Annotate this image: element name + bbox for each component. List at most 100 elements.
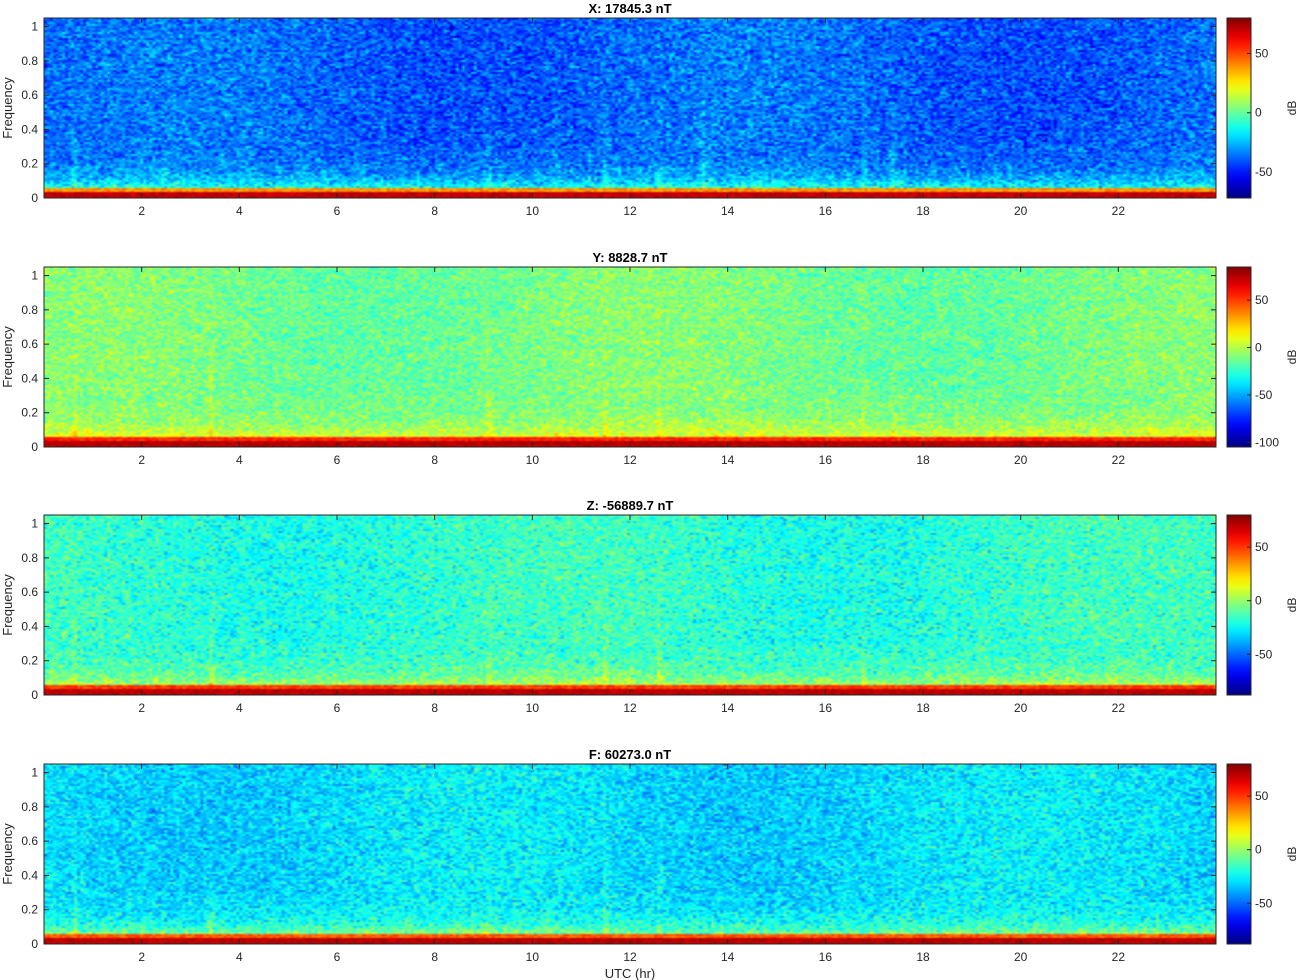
x-tick-label: 14: [721, 204, 735, 218]
colorbar-scale: [1226, 17, 1252, 199]
colorbar-tick-label: -50: [1255, 165, 1273, 179]
x-tick-label: 4: [236, 701, 243, 715]
x-tick-label: 22: [1112, 453, 1126, 467]
x-tick-label: 8: [431, 701, 438, 715]
colorbar-label: dB: [1285, 350, 1299, 365]
x-tick-label: 18: [916, 950, 930, 964]
x-tick-label: 22: [1112, 950, 1126, 964]
y-axis-label: Frequency: [0, 574, 15, 636]
colorbar: -50 0 50 dB: [1226, 514, 1299, 696]
colorbar-scale: [1226, 763, 1252, 945]
x-tick-label: 2: [138, 453, 145, 467]
colorbar-scale: [1226, 266, 1252, 448]
x-tick-label: 22: [1112, 204, 1126, 218]
x-tick-label: 22: [1112, 701, 1126, 715]
x-tick-label: 4: [236, 453, 243, 467]
x-tick-label: 16: [819, 950, 833, 964]
x-tick-label: 6: [334, 950, 341, 964]
x-tick-label: 8: [431, 204, 438, 218]
panel-4: F: 60273.0 nT2 4 6 8 10 12 14 16 18 20 2200.20.40.…: [0, 747, 1299, 980]
x-tick-label: 14: [721, 950, 735, 964]
y-tick-label: 0: [31, 937, 38, 951]
x-tick-label: 16: [819, 204, 833, 218]
colorbar-tick-label: -50: [1255, 647, 1273, 661]
plot-title: X: 17845.3 nT: [588, 1, 671, 16]
x-tick-label: 20: [1014, 204, 1028, 218]
y-tick-label: 0.8: [21, 54, 38, 68]
x-tick-label: 6: [334, 701, 341, 715]
x-tick-label: 8: [431, 950, 438, 964]
y-axis-label: Frequency: [0, 823, 15, 885]
colorbar-tick-label: 50: [1255, 789, 1269, 803]
colorbar-tick-label: -100: [1255, 435, 1279, 449]
y-tick-label: 1: [31, 20, 38, 34]
y-tick-label: 0.4: [21, 619, 38, 633]
colorbar: -100 -50 0 50 dB: [1226, 266, 1299, 449]
colorbar-label: dB: [1285, 847, 1299, 862]
x-tick-label: 16: [819, 701, 833, 715]
y-tick-label: 1: [31, 269, 38, 283]
x-tick-label: 16: [819, 453, 833, 467]
x-tick-label: 20: [1014, 950, 1028, 964]
colorbar-tick-label: 50: [1255, 293, 1269, 307]
x-tick-label: 18: [916, 701, 930, 715]
colorbar-tick-label: 50: [1255, 47, 1269, 61]
spectrogram-image: [44, 267, 1216, 447]
x-tick-label: 20: [1014, 701, 1028, 715]
spectrogram-image: [44, 18, 1216, 198]
y-axis-label: Frequency: [0, 77, 15, 139]
y-tick-label: 0.8: [21, 800, 38, 814]
x-tick-label: 10: [526, 701, 540, 715]
colorbar: -50 0 50 dB: [1226, 17, 1299, 199]
colorbar-tick-label: 0: [1255, 843, 1262, 857]
y-tick-label: 0.6: [21, 834, 38, 848]
colorbar-tick-label: -50: [1255, 896, 1273, 910]
x-tick-label: 2: [138, 204, 145, 218]
y-tick-label: 0: [31, 440, 38, 454]
y-tick-label: 1: [31, 766, 38, 780]
x-tick-label: 2: [138, 950, 145, 964]
y-tick-label: 0.6: [21, 337, 38, 351]
plot-title: Y: 8828.7 nT: [593, 250, 668, 265]
y-axis-label: Frequency: [0, 326, 15, 388]
colorbar-tick-label: -50: [1255, 388, 1273, 402]
colorbar-label: dB: [1285, 598, 1299, 613]
plot-title: Z: -56889.7 nT: [587, 498, 674, 513]
panel-2: Y: 8828.7 nT2 4 6 8 10 12 14 16 18 20 2200.20.40.6…: [0, 250, 1299, 467]
y-tick-label: 0.4: [21, 868, 38, 882]
panel-1: X: 17845.3 nT2 4 6 8 10 12 14 16 18 20 2200.20.40.…: [0, 1, 1299, 218]
colorbar: -50 0 50 dB: [1226, 763, 1299, 945]
x-tick-label: 18: [916, 453, 930, 467]
colorbar-tick-label: 0: [1255, 594, 1262, 608]
x-tick-label: 6: [334, 204, 341, 218]
x-tick-label: 2: [138, 701, 145, 715]
y-tick-label: 0.2: [21, 157, 38, 171]
plot-title: F: 60273.0 nT: [589, 747, 671, 762]
y-tick-label: 0: [31, 688, 38, 702]
y-tick-label: 0.4: [21, 122, 38, 136]
x-tick-label: 20: [1014, 453, 1028, 467]
y-tick-label: 0.8: [21, 551, 38, 565]
x-tick-label: 12: [623, 950, 637, 964]
spectrogram-image: [44, 764, 1216, 944]
colorbar-scale: [1226, 514, 1252, 696]
colorbar-tick-label: 0: [1255, 341, 1262, 355]
colorbar-label: dB: [1285, 101, 1299, 116]
x-tick-label: 10: [526, 453, 540, 467]
x-tick-label: 14: [721, 701, 735, 715]
y-tick-label: 0.2: [21, 903, 38, 917]
y-tick-label: 0: [31, 191, 38, 205]
y-tick-label: 0.2: [21, 654, 38, 668]
x-tick-label: 4: [236, 204, 243, 218]
y-tick-label: 0.2: [21, 406, 38, 420]
x-tick-label: 4: [236, 950, 243, 964]
x-axis-label: UTC (hr): [605, 966, 656, 980]
y-tick-label: 0.8: [21, 303, 38, 317]
y-tick-label: 1: [31, 517, 38, 531]
y-tick-label: 0.6: [21, 88, 38, 102]
y-tick-label: 0.6: [21, 585, 38, 599]
colorbar-tick-label: 0: [1255, 106, 1262, 120]
x-tick-label: 8: [431, 453, 438, 467]
spectrogram-image: [44, 515, 1216, 695]
